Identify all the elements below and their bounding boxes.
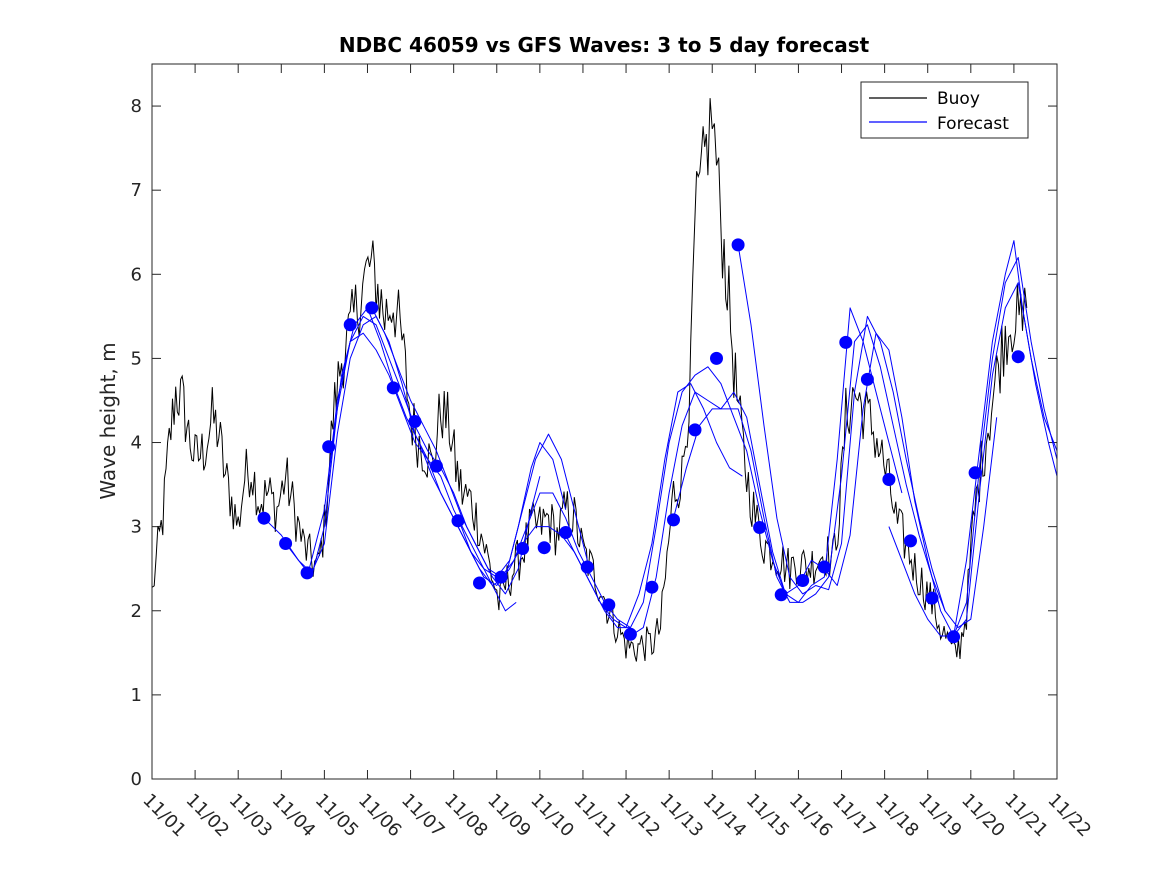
forecast-marker [839, 335, 853, 349]
buoy-series [152, 98, 1028, 662]
forecast-line-8 [673, 324, 946, 611]
forecast-marker [925, 591, 939, 605]
forecast-marker [904, 534, 917, 548]
forecast-marker [667, 513, 680, 527]
plot-background [152, 64, 1057, 779]
forecast-marker [860, 372, 874, 386]
forecast-marker [322, 440, 336, 454]
forecast-marker [968, 466, 982, 480]
forecast-marker [451, 514, 465, 528]
y-tick-label: 8 [131, 96, 142, 117]
legend-forecast-label: Forecast [937, 114, 1009, 134]
y-tick-label: 2 [131, 601, 142, 622]
forecast-marker [731, 238, 745, 252]
y-tick-label: 4 [131, 433, 142, 454]
forecast-marker [343, 318, 357, 332]
forecast-marker [796, 574, 810, 587]
y-tick-label: 7 [131, 180, 142, 201]
y-tick-label: 0 [131, 769, 142, 790]
forecast-marker [473, 576, 486, 590]
forecast-marker [408, 415, 422, 428]
forecast-markers [257, 238, 1025, 644]
y-tick-label: 1 [131, 685, 142, 706]
forecast-marker [774, 588, 788, 602]
forecast-marker [580, 560, 594, 574]
forecast-marker [710, 351, 723, 365]
forecast-marker [947, 630, 961, 644]
forecast-marker [645, 580, 659, 594]
forecast-line-11 [888, 257, 1057, 637]
forecast-marker [279, 537, 293, 550]
forecast-marker [602, 598, 616, 612]
y-tick-label: 6 [131, 264, 142, 285]
chart-title: NDBC 46059 vs GFS Waves: 3 to 5 day fore… [339, 33, 870, 57]
forecast-line-7 [630, 307, 903, 637]
forecast-marker [753, 521, 767, 534]
forecast-line-6 [565, 366, 825, 629]
forecast-marker [882, 473, 896, 486]
forecast-marker [300, 566, 314, 580]
y-tick-label: 5 [131, 348, 142, 369]
forecast-marker [516, 542, 530, 555]
y-axis: 0 1 2 3 4 5 6 7 8 [131, 96, 1057, 790]
forecast-marker [365, 301, 379, 315]
forecast-marker [559, 526, 573, 539]
forecast-marker [817, 560, 831, 574]
plot-frame [151, 63, 1058, 780]
forecast-marker [257, 511, 271, 525]
legend: Buoy Forecast [860, 81, 1029, 139]
forecast-marker [1011, 350, 1025, 364]
legend-buoy-label: Buoy [937, 89, 980, 109]
forecast-line-12 [953, 240, 1057, 637]
forecast-marker [386, 381, 400, 395]
forecast-marker [537, 541, 551, 555]
forecast-marker [688, 423, 702, 437]
forecast-marker [429, 459, 443, 473]
y-tick-label: 3 [131, 517, 142, 538]
forecast-marker [623, 627, 637, 641]
buoy-line [152, 98, 1028, 662]
y-axis-label: Wave height, m [96, 342, 120, 499]
forecast-marker [494, 570, 508, 584]
forecast-line-9 [737, 244, 998, 629]
forecast-line-10 [823, 282, 1057, 637]
legend-box [860, 81, 1029, 139]
